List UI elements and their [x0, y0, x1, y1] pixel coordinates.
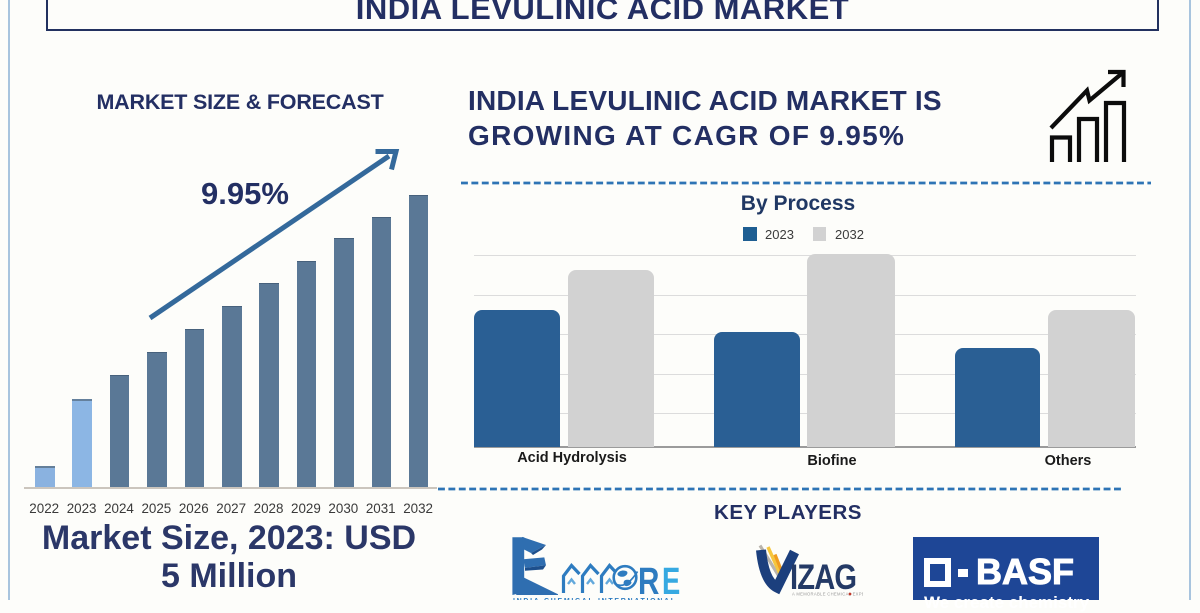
svg-text:E: E: [662, 561, 680, 600]
svg-text:A MEMORABLE CHEMICAL EXPERIENC: A MEMORABLE CHEMICAL EXPERIENCE: [792, 592, 863, 597]
svg-text:R: R: [638, 561, 659, 600]
svg-text:IZAG: IZAG: [790, 557, 856, 596]
svg-text:INDIA CHEMICAL INTERNATIONAL: INDIA CHEMICAL INTERNATIONAL: [513, 598, 677, 600]
